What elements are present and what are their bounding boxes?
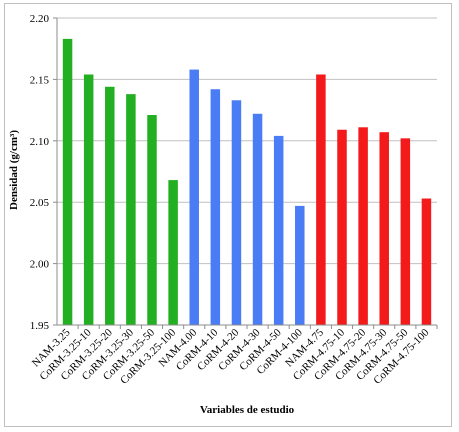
bar — [295, 205, 305, 325]
bar — [379, 132, 389, 325]
bar — [62, 38, 73, 325]
bars — [62, 38, 438, 329]
bar — [231, 100, 242, 325]
bar — [358, 127, 368, 326]
bar — [210, 89, 221, 325]
bar — [400, 138, 411, 325]
axes — [56, 18, 437, 326]
y-tick-label: 2.15 — [30, 74, 50, 86]
bar — [316, 74, 326, 325]
x-tick-labels: NAM-3.25CoRM-3.25-10CoRM-3.25-20CoRM-3.2… — [30, 326, 432, 386]
bar — [126, 94, 136, 325]
bar — [105, 86, 115, 325]
gridlines — [53, 17, 437, 326]
bar — [168, 180, 178, 325]
bar — [273, 135, 284, 325]
bar — [83, 74, 94, 325]
y-axis-title: Densidad (g/cm³) — [8, 130, 20, 210]
bar — [147, 115, 157, 326]
y-tick-label: 2.00 — [30, 259, 50, 271]
y-tick-label: 2.20 — [30, 13, 50, 25]
bar — [421, 198, 432, 325]
y-tick-label: 1.95 — [30, 320, 50, 332]
bar — [189, 69, 199, 326]
bar — [337, 129, 347, 325]
bar — [252, 113, 263, 325]
x-axis-title: Variables de estudio — [200, 404, 295, 416]
chart-frame — [4, 3, 452, 427]
y-tick-label: 2.10 — [30, 136, 50, 148]
y-tick-labels: 1.95 2.00 2.05 2.10 2.15 2.20 — [30, 13, 50, 332]
y-tick-label: 2.05 — [30, 197, 50, 209]
